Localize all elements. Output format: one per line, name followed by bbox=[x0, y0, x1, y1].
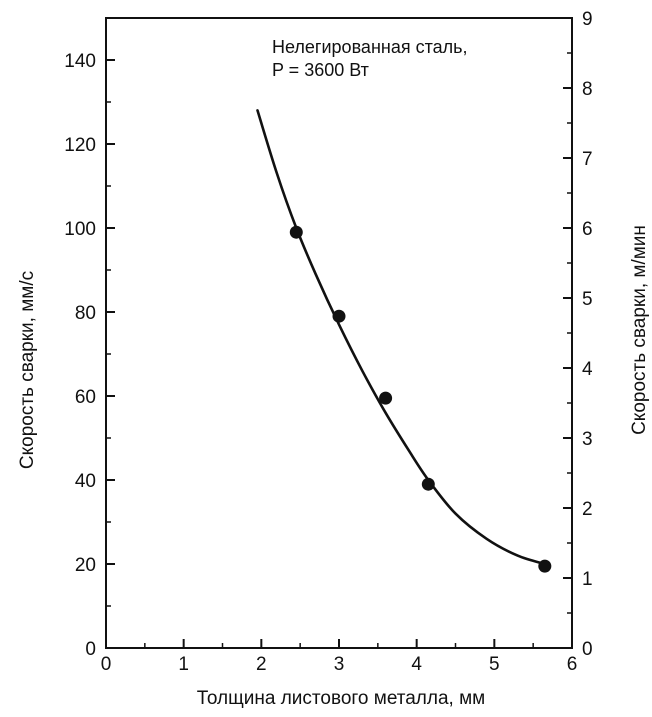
x-tick-label: 4 bbox=[411, 654, 422, 675]
y2-tick-label: 2 bbox=[582, 499, 593, 520]
annotation-line-2: P = 3600 Вт bbox=[272, 60, 369, 80]
data-point bbox=[379, 391, 393, 405]
y2-tick-label: 3 bbox=[582, 429, 593, 450]
y-tick-label: 60 bbox=[75, 387, 96, 408]
y-axis-right: 0 1 2 3 4 5 6 7 8 9 bbox=[563, 9, 593, 660]
y-tick-label: 0 bbox=[85, 639, 96, 660]
y-tick-label: 80 bbox=[75, 303, 96, 324]
y2-tick-label: 5 bbox=[582, 289, 593, 310]
x-tick-label: 1 bbox=[178, 654, 189, 675]
y-tick-label: 20 bbox=[75, 555, 96, 576]
data-points bbox=[289, 225, 552, 573]
x-tick-label: 0 bbox=[101, 654, 112, 675]
x-tick-label: 2 bbox=[256, 654, 267, 675]
data-point bbox=[332, 309, 346, 323]
y2-axis-title: Скорость сварки, м/мин bbox=[629, 225, 650, 435]
x-axis: 0 1 2 3 4 5 6 bbox=[101, 639, 578, 675]
x-axis-title: Толщина листового металла, мм bbox=[197, 688, 485, 709]
data-point bbox=[289, 225, 303, 239]
y2-tick-label: 8 bbox=[582, 79, 593, 100]
y-tick-label: 100 bbox=[64, 219, 96, 240]
fit-curve bbox=[256, 109, 547, 566]
annotation-line-1: Нелегированная сталь, bbox=[272, 37, 468, 57]
plot-border bbox=[105, 17, 573, 649]
x-tick-label: 3 bbox=[334, 654, 345, 675]
y2-tick-label: 9 bbox=[582, 9, 593, 30]
y-tick-label: 40 bbox=[75, 471, 96, 492]
plot-frame bbox=[105, 17, 573, 649]
y-axis-left: 0 20 40 60 80 100 120 140 bbox=[64, 17, 115, 660]
y2-tick-label: 0 bbox=[582, 639, 593, 660]
y2-tick-label: 7 bbox=[582, 149, 593, 170]
x-tick-label: 6 bbox=[567, 654, 578, 675]
fit-curve-group bbox=[256, 109, 547, 566]
y2-tick-label: 1 bbox=[582, 569, 593, 590]
y-tick-label: 120 bbox=[64, 135, 96, 156]
y-tick-label: 140 bbox=[64, 51, 96, 72]
y2-tick-label: 6 bbox=[582, 219, 593, 240]
y2-tick-label: 4 bbox=[582, 359, 593, 380]
y-axis-title: Скорость сварки, мм/с bbox=[17, 271, 38, 469]
data-point bbox=[421, 477, 435, 491]
x-tick-label: 5 bbox=[489, 654, 500, 675]
data-point bbox=[538, 559, 552, 573]
